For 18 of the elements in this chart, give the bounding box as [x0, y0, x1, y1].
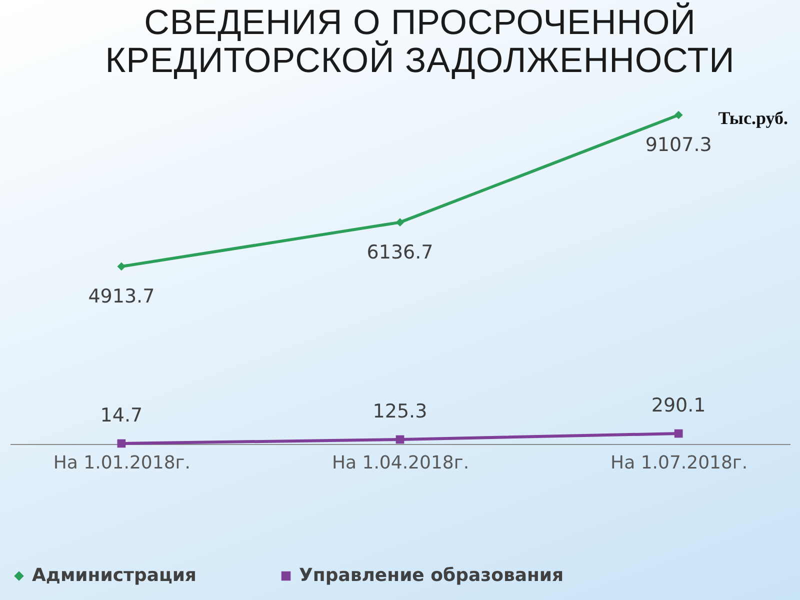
legend-label: Управление образования — [299, 565, 564, 586]
data-label: 125.3 — [372, 400, 428, 422]
data-label: 14.7 — [100, 404, 143, 426]
chart-title: СВЕДЕНИЯ О ПРОСРОЧЕННОЙ КРЕДИТОРСКОЙ ЗАДОЛЖЕННОСТИ — [104, 3, 736, 80]
point — [674, 429, 683, 438]
legend-label: Администрация — [32, 565, 196, 586]
x-tick-label: На 1.04.2018г. — [332, 452, 470, 474]
data-label: 290.1 — [651, 394, 706, 417]
x-tick-label: На 1.07.2018г. — [610, 452, 748, 474]
data-label: 9107.3 — [645, 134, 712, 156]
point — [396, 218, 404, 226]
point — [396, 435, 404, 444]
data-label: 6136.7 — [366, 241, 434, 264]
point — [117, 439, 126, 448]
point — [674, 110, 683, 120]
x-tick-label: На 1.01.2018г. — [53, 452, 190, 474]
data-label: 4913.7 — [88, 285, 155, 308]
annotation: Тыс.руб. — [718, 108, 788, 129]
